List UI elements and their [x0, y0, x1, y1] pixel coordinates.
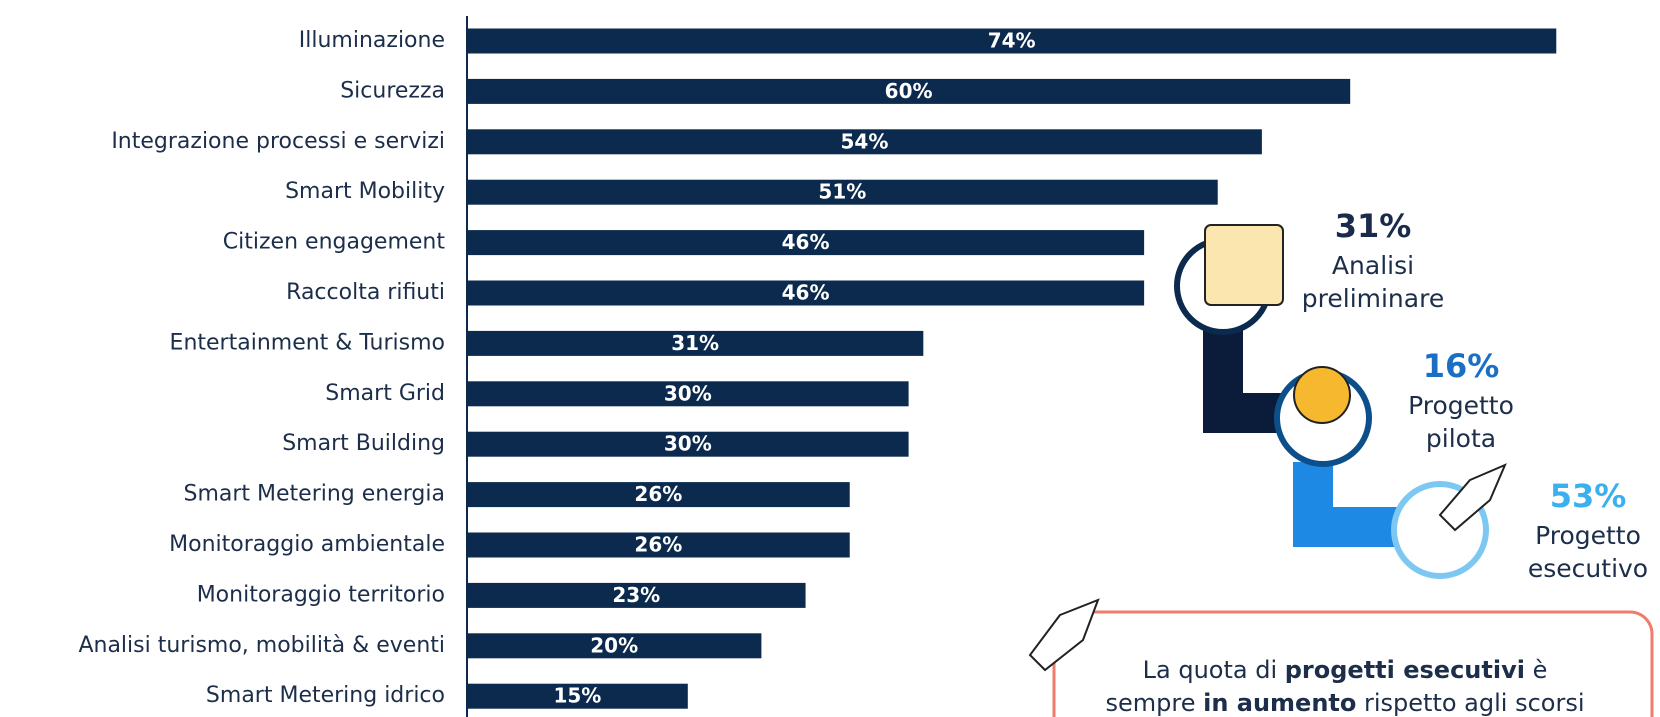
- value-label: 20%: [590, 633, 638, 657]
- value-label: 74%: [988, 29, 1036, 53]
- value-label: 31%: [671, 331, 719, 355]
- category-label: Smart Grid: [325, 381, 445, 406]
- category-label: Monitoraggio ambientale: [169, 532, 445, 557]
- category-label: Sicurezza: [340, 78, 445, 103]
- category-label: Illuminazione: [299, 28, 445, 53]
- value-label: 26%: [634, 482, 682, 506]
- value-label: 46%: [782, 281, 830, 305]
- icon: [1294, 367, 1350, 423]
- phase-percent: 16%: [1423, 347, 1500, 385]
- category-label: Citizen engagement: [223, 230, 446, 255]
- category-label: Monitoraggio territorio: [197, 582, 445, 607]
- category-label: Entertainment & Turismo: [170, 330, 445, 355]
- phase-label: preliminare: [1302, 284, 1444, 313]
- phase-percent: 31%: [1335, 207, 1412, 245]
- category-label: Smart Metering idrico: [206, 683, 445, 708]
- category-label: Smart Building: [282, 431, 445, 456]
- value-label: 46%: [782, 230, 830, 254]
- value-label: 30%: [664, 432, 712, 456]
- callout-segment: rispetto agli scorsi: [1356, 689, 1584, 717]
- callout-segment: La quota di: [1143, 656, 1285, 684]
- category-label: Raccolta rifiuti: [286, 280, 445, 305]
- callout-text: sempre in aumento rispetto agli scorsi: [1105, 689, 1584, 717]
- category-label: Integrazione processi e servizi: [111, 129, 445, 154]
- phase-label: pilota: [1426, 424, 1496, 453]
- phase-label: Progetto: [1408, 391, 1514, 420]
- phase-label: Progetto: [1535, 521, 1641, 550]
- callout-text: La quota di progetti esecutivi è: [1143, 656, 1548, 684]
- phase-label: esecutivo: [1528, 554, 1648, 583]
- value-label: 26%: [634, 533, 682, 557]
- callout-segment: in aumento: [1203, 689, 1356, 717]
- chart: Illuminazione 74% Sicurezza 60% Integrazione…: [0, 0, 1660, 717]
- phase-label: Analisi: [1332, 251, 1414, 280]
- category-label: Smart Mobility: [285, 179, 445, 204]
- callout-segment: progetti esecutivi: [1285, 656, 1525, 684]
- phase-percent: 53%: [1550, 477, 1627, 515]
- value-label: 30%: [664, 381, 712, 405]
- callout-segment: è: [1525, 656, 1547, 684]
- connector: [1313, 462, 1397, 527]
- page: Illuminazione 74% Sicurezza 60% Integrazione…: [0, 0, 1660, 717]
- value-label: 51%: [818, 180, 866, 204]
- icon: [1205, 225, 1283, 305]
- value-label: 23%: [612, 583, 660, 607]
- connector: [1223, 330, 1282, 413]
- value-label: 54%: [841, 129, 889, 153]
- value-label: 60%: [885, 79, 933, 103]
- value-label: 15%: [553, 684, 601, 708]
- category-label: Smart Metering energia: [183, 482, 445, 507]
- category-label: Analisi turismo, mobilità & eventi: [78, 633, 445, 658]
- callout-segment: sempre: [1105, 689, 1203, 717]
